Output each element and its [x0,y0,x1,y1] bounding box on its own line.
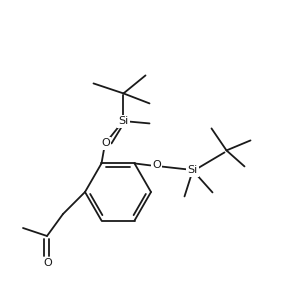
Text: O: O [44,258,52,268]
Text: O: O [152,160,161,171]
Text: Si: Si [118,117,129,126]
Text: O: O [101,138,110,148]
Text: Si: Si [187,166,198,175]
